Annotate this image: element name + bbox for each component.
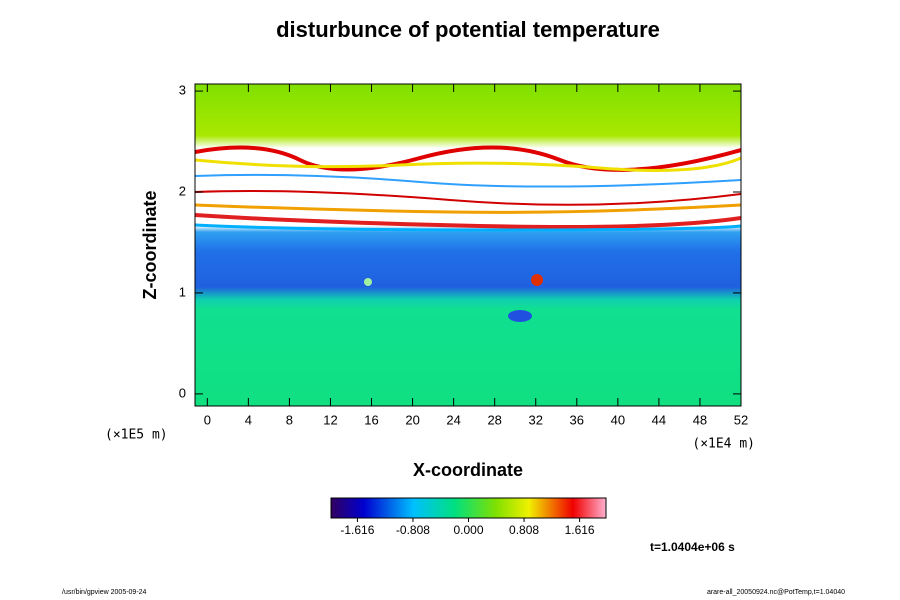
chart-title: disturbunce of potential temperature	[276, 17, 660, 42]
x-tick-label: 32	[529, 412, 543, 427]
annotation: t=1.0404e+06 s	[650, 540, 735, 554]
x-tick-label: 48	[693, 412, 707, 427]
x-tick-label: 4	[245, 412, 252, 427]
x-tick-label: 20	[405, 412, 419, 427]
y-tick-label: 3	[179, 83, 186, 98]
field	[195, 84, 741, 406]
frame	[194, 83, 742, 407]
colorbar-tick-label: 0.808	[509, 523, 539, 537]
x-tick-label: 12	[323, 412, 337, 427]
y-axis-label: Z-coordinate	[140, 190, 160, 299]
x-unit: (×1E4 m)	[692, 437, 755, 452]
footer-left: /usr/bin/gpview 2005-09-24	[62, 589, 147, 596]
y-tick-label: 2	[179, 183, 186, 198]
x-tick-label: 52	[734, 412, 748, 427]
colorbar-tick-label: -1.616	[340, 523, 374, 537]
footer-right: arare-all_20050924.nc@PotTemp,t=1.04040	[707, 589, 845, 596]
x-tick-label: 40	[611, 412, 625, 427]
y-tick-label: 1	[179, 284, 186, 299]
x-tick-label: 8	[286, 412, 293, 427]
x-tick-label: 24	[446, 412, 460, 427]
y-tick-label: 0	[179, 385, 186, 400]
x-tick-label: 0	[204, 412, 211, 427]
colorbar	[330, 497, 607, 519]
x-tick-label: 28	[487, 412, 501, 427]
x-tick-label: 36	[570, 412, 584, 427]
colorbar-tick-label: -0.808	[396, 523, 430, 537]
colorbar-tick-label: 0.000	[453, 523, 483, 537]
x-tick-label: 44	[652, 412, 666, 427]
y-unit: (×1E5 m)	[105, 428, 168, 443]
x-tick-label: 16	[364, 412, 378, 427]
colorbar-tick-label: 1.616	[565, 523, 595, 537]
x-axis-label: X-coordinate	[413, 460, 523, 480]
